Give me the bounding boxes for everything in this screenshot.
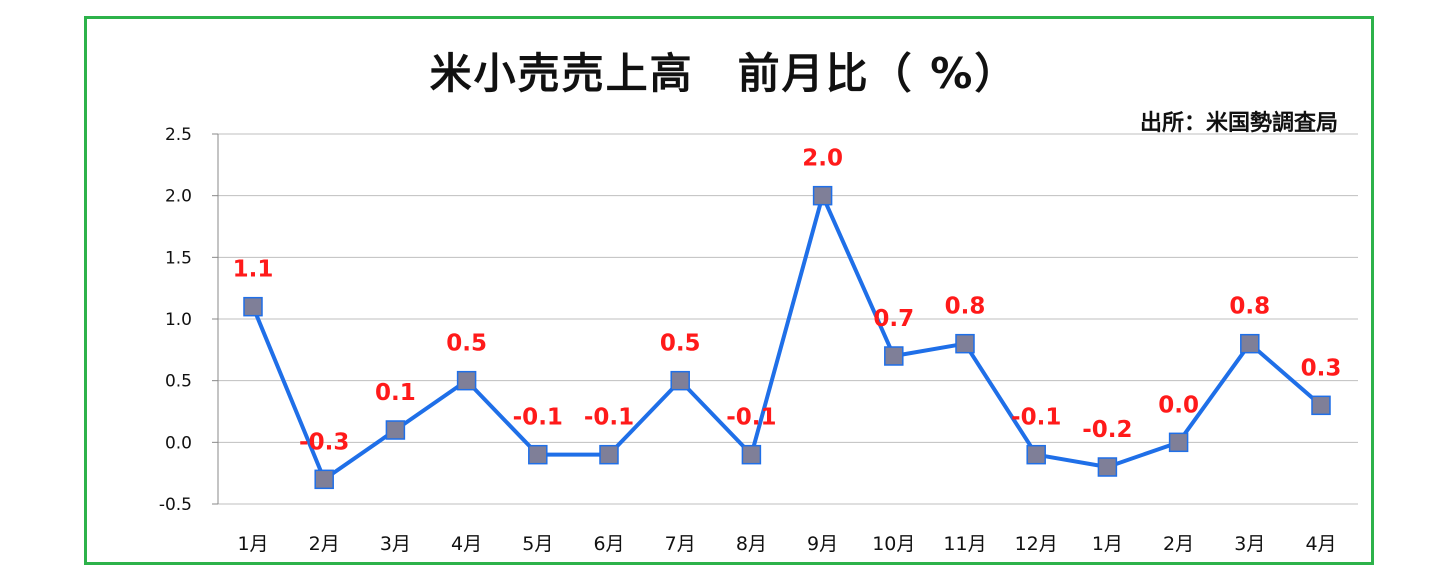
y-tick-label: 1.5 [165, 248, 192, 268]
data-label: 0.8 [1229, 294, 1270, 320]
x-tick-label: 3月 [380, 533, 411, 555]
series-line [251, 193, 1323, 482]
x-tick-label: 8月 [736, 533, 767, 555]
data-point-marker [812, 185, 833, 206]
x-axis: 1月 2月 3月 4月 5月 6月 7月 8月 9月 10月 11月 12月 1月 2月 3月 4月 [237, 533, 1336, 555]
x-tick-label: 7月 [665, 533, 696, 555]
y-tick-label: -0.5 [159, 495, 192, 515]
x-tick-label: 2月 [1163, 533, 1194, 555]
y-tick-label: 0.5 [165, 372, 192, 392]
x-tick-label: 1月 [237, 533, 268, 555]
data-point-marker [1168, 432, 1189, 453]
data-point-marker [741, 444, 762, 465]
data-point-marker [528, 444, 548, 465]
y-tick-label: 2.5 [165, 125, 192, 145]
data-point-marker [456, 370, 477, 391]
data-label: 0.5 [446, 331, 487, 357]
data-point-marker [314, 469, 334, 490]
x-tick-label: 1月 [1092, 533, 1123, 555]
data-point-marker [1097, 457, 1118, 477]
y-tick-label: 1.0 [165, 310, 192, 330]
data-point-marker [1311, 395, 1331, 416]
data-point-marker [385, 420, 406, 440]
y-tick-label: 2.0 [165, 187, 192, 207]
x-tick-label: 5月 [522, 533, 553, 555]
data-point-marker [1026, 444, 1046, 465]
data-label: 0.5 [660, 331, 701, 357]
data-label: -0.3 [299, 429, 349, 455]
data-label: -0.2 [1082, 417, 1132, 443]
series-markers [243, 185, 1331, 490]
series-polyline [251, 193, 1323, 482]
x-tick-label: 9月 [807, 533, 838, 555]
data-label: 0.1 [375, 380, 416, 406]
data-label: 1.1 [233, 257, 274, 283]
x-tick-label: 11月 [943, 533, 986, 555]
chart-frame [84, 16, 1374, 565]
data-point-marker [1240, 333, 1260, 354]
data-labels: 1.1 -0.3 0.1 0.5 -0.1 -0.1 0.5 -0.1 2.0 0.7 0.8 -0.… [233, 146, 1342, 456]
x-tick-label: 6月 [593, 533, 624, 555]
data-label: 0.0 [1158, 392, 1199, 418]
data-label: -0.1 [1011, 405, 1061, 431]
data-point-marker [670, 370, 690, 391]
chart-source: 出所：米国勢調査局 [1139, 111, 1338, 136]
x-tick-label: 10月 [872, 533, 915, 555]
data-label: 2.0 [802, 146, 843, 172]
data-label: 0.8 [945, 294, 986, 320]
data-point-marker [599, 444, 619, 465]
x-tick-label: 4月 [1305, 533, 1336, 555]
data-point-marker [955, 333, 975, 354]
y-tick-label: 0.0 [165, 433, 192, 453]
x-tick-label: 12月 [1015, 533, 1058, 555]
data-label: 0.3 [1301, 355, 1342, 381]
y-axis: 2.5 2.0 1.5 1.0 0.5 0.0 -0.5 [159, 125, 219, 515]
data-label: -0.1 [584, 405, 634, 431]
data-label: -0.1 [513, 405, 563, 431]
x-tick-label: 3月 [1234, 533, 1265, 555]
data-label: -0.1 [726, 405, 776, 431]
data-point-marker [884, 346, 904, 366]
x-tick-label: 2月 [309, 533, 340, 555]
chart-title: 米小売売上高 前月比（ %） [429, 49, 1019, 98]
data-point-marker [243, 296, 263, 317]
data-label: 0.7 [873, 306, 914, 332]
x-tick-label: 4月 [451, 533, 482, 555]
